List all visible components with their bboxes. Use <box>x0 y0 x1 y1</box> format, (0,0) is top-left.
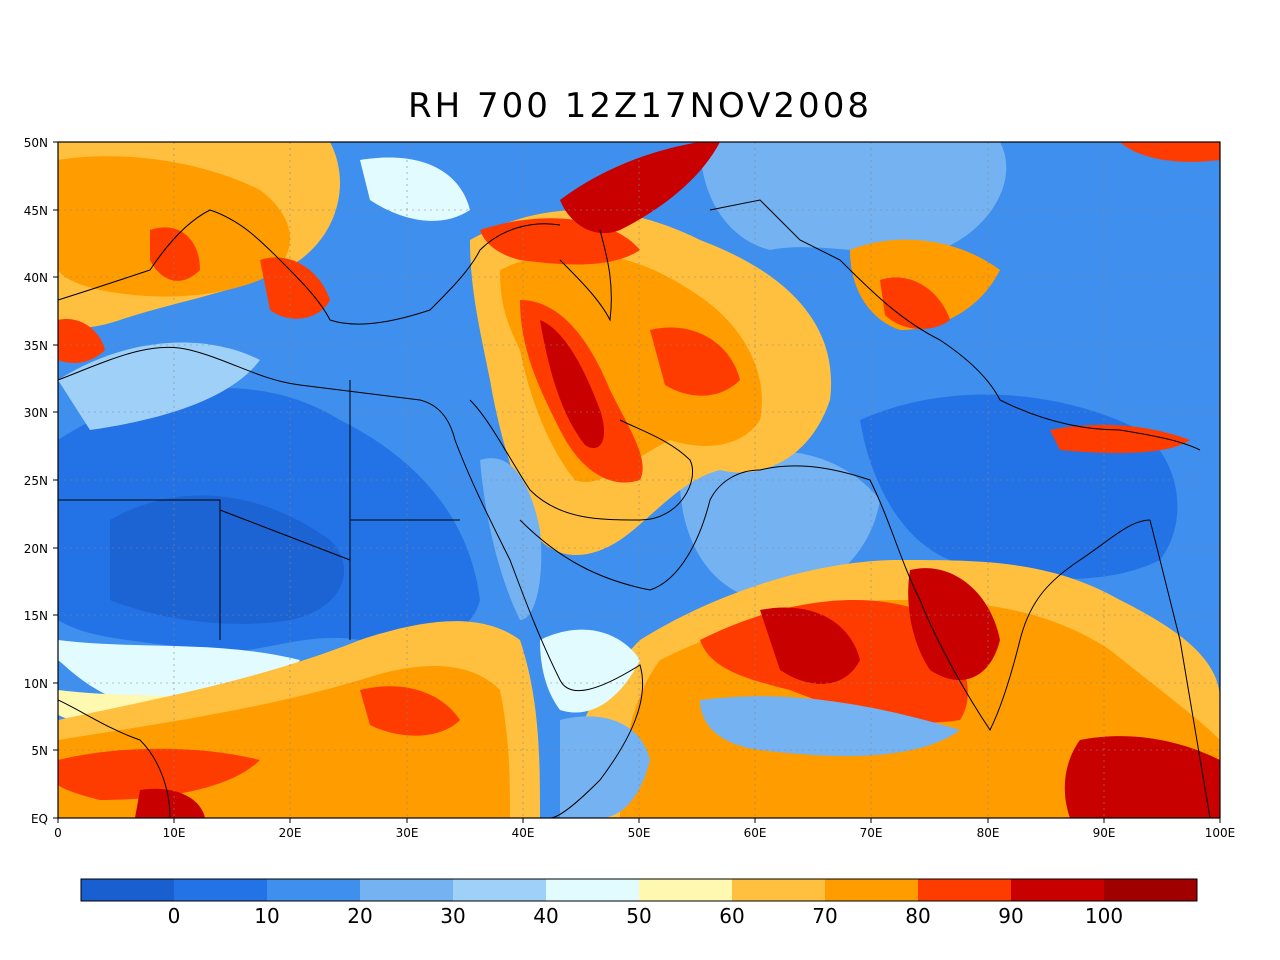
lat-axis: 50N 45N 40N 35N 30N 25N 20N 15N 10N 5N E… <box>24 136 58 826</box>
lon-tick-label: 20E <box>279 826 302 840</box>
lon-tick-label: 70E <box>860 826 883 840</box>
colorbar-swatch <box>360 879 454 901</box>
lon-tick-label: 10E <box>163 826 186 840</box>
equatorial-blue-tongue <box>700 696 960 756</box>
colorbar-swatch <box>732 879 826 901</box>
colorbar-label: 100 <box>1085 904 1123 928</box>
lat-tick-label: 45N <box>24 204 48 218</box>
lon-tick-label: 50E <box>628 826 651 840</box>
colorbar-label: 50 <box>626 904 651 928</box>
italy-red <box>150 227 200 281</box>
lon-tick-label: 80E <box>977 826 1000 840</box>
colorbar <box>80 878 1198 902</box>
lat-tick-label: 15N <box>24 609 48 623</box>
zagros-core <box>540 320 605 449</box>
coastlines <box>58 199 1211 818</box>
bay-of-bengal-red <box>1064 736 1220 818</box>
lon-tick-label: 40E <box>512 826 535 840</box>
lon-tick-label: 60E <box>744 826 767 840</box>
arabian-sea-darkred <box>760 607 860 684</box>
lat-tick-label: 5N <box>31 744 48 758</box>
colorbar-label: 60 <box>719 904 744 928</box>
caspian-north-red <box>560 142 720 234</box>
india-south-darkred <box>908 568 1000 680</box>
colorbar-label: 20 <box>347 904 372 928</box>
iran-red <box>650 327 740 396</box>
congo-darkred <box>135 788 205 818</box>
colorbar-swatch <box>267 879 361 901</box>
colorbar-frame <box>80 878 1198 902</box>
lon-axis: 0 10E 20E 30E 40E 50E 60E 70E 80E 90E 10… <box>54 818 1235 840</box>
sahara-core <box>110 495 345 624</box>
colorbar-swatch <box>639 879 733 901</box>
colorbar-swatch <box>1011 879 1105 901</box>
lat-tick-label: EQ <box>31 812 48 826</box>
central-asia-blue <box>700 142 1007 253</box>
colorbar-label: 90 <box>998 904 1023 928</box>
red-sea-blue <box>480 458 542 620</box>
lat-tick-label: 10N <box>24 677 48 691</box>
arabian-sea-blue <box>680 451 880 600</box>
colorbar-swatch <box>918 879 1012 901</box>
cyan-band-north <box>58 342 260 430</box>
colorbar-swatch <box>825 879 919 901</box>
colorbar-labels: 0 10 20 30 40 50 60 70 80 90 100 <box>168 904 1123 928</box>
map-title: RH 700 12Z17NOV2008 <box>408 86 872 126</box>
lat-tick-label: 20N <box>24 542 48 556</box>
colorbar-label: 10 <box>254 904 279 928</box>
lon-tick-label: 90E <box>1093 826 1116 840</box>
iberia-red <box>58 319 105 363</box>
colorbar-swatch <box>174 879 268 901</box>
colorbar-label: 30 <box>440 904 465 928</box>
lat-tick-label: 25N <box>24 474 48 488</box>
colorbar-label: 0 <box>168 904 181 928</box>
east-asia-red <box>1120 142 1220 162</box>
colorbar-swatch <box>1104 879 1198 901</box>
lat-tick-label: 40N <box>24 271 48 285</box>
colorbar-label: 70 <box>812 904 837 928</box>
colorbar-label: 40 <box>533 904 558 928</box>
colorbar-swatch <box>81 879 175 901</box>
himalaya-red <box>880 277 950 330</box>
lon-tick-label: 100E <box>1205 826 1236 840</box>
central-africa-red <box>58 748 260 800</box>
horn-cyan <box>540 629 640 713</box>
lat-tick-label: 30N <box>24 406 48 420</box>
somalia-blue <box>560 716 650 818</box>
east-africa-red <box>360 686 460 736</box>
lat-tick-label: 35N <box>24 339 48 353</box>
lat-tick-label: 50N <box>24 136 48 150</box>
cyan-zone-2 <box>360 157 470 221</box>
colorbar-swatch <box>546 879 640 901</box>
colorbar-label: 80 <box>905 904 930 928</box>
lon-tick-label: 0 <box>54 826 62 840</box>
lon-tick-label: 30E <box>396 826 419 840</box>
greece-red <box>260 257 330 319</box>
ne-india-red <box>1050 424 1190 453</box>
colorbar-swatch <box>453 879 547 901</box>
